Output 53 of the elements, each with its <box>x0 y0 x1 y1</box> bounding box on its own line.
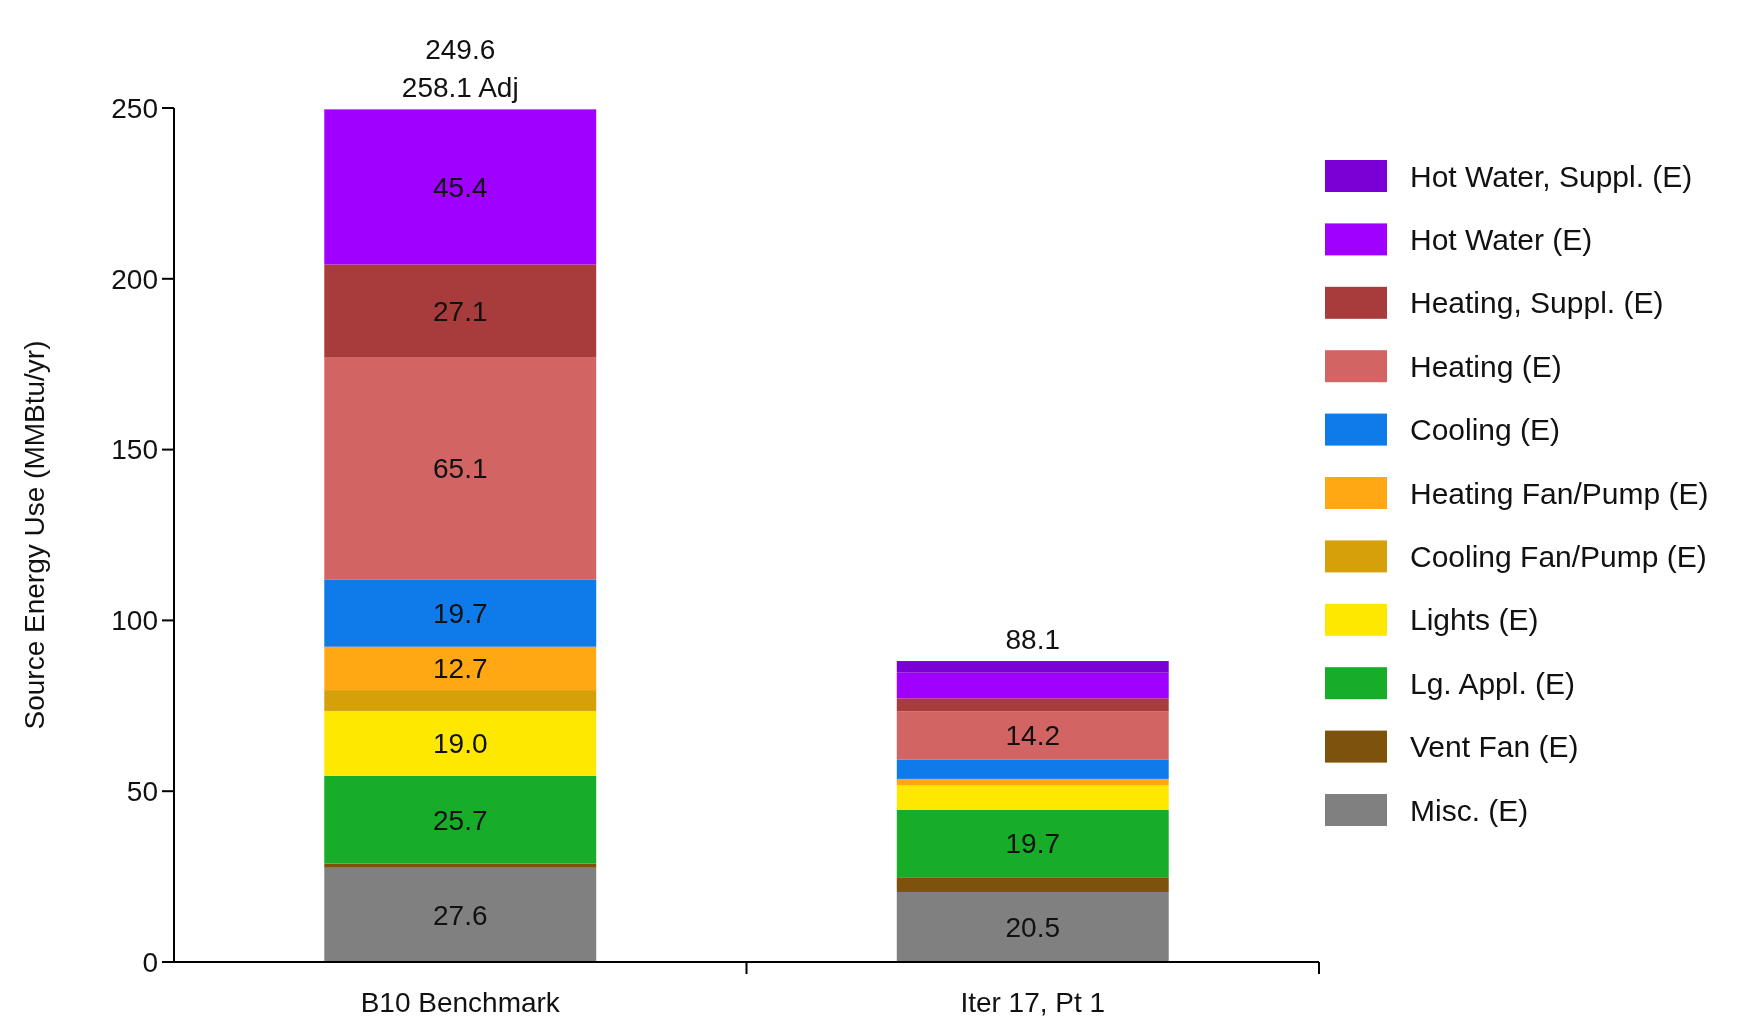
bar <box>324 710 597 776</box>
bar <box>324 579 597 647</box>
bar <box>324 867 597 962</box>
bar <box>896 661 1169 673</box>
bar <box>324 863 597 868</box>
data-label: 45.4 <box>433 171 488 203</box>
bar <box>896 711 1169 760</box>
legend-label: Hot Water, Suppl. (E) <box>1410 159 1693 193</box>
legend-label: Cooling Fan/Pump (E) <box>1410 539 1707 573</box>
y-axis-title: Source Energy Use (MMBtu/yr) <box>19 340 50 730</box>
data-label: 19.7 <box>433 597 488 629</box>
total-label: 249.6 258.1 Adj <box>401 34 519 104</box>
data-label: 20.5 <box>1005 911 1060 943</box>
data-label: 19.7 <box>1005 828 1060 860</box>
y-tick-label: 50 <box>126 776 158 807</box>
bar <box>896 778 1169 786</box>
legend-label: Lg. Appl. (E) <box>1410 666 1576 700</box>
bar <box>896 877 1169 892</box>
legend-label: Lights (E) <box>1410 603 1539 637</box>
bar <box>324 690 597 711</box>
legend-label: Hot Water (E) <box>1410 222 1593 256</box>
bar <box>324 357 597 580</box>
bar <box>324 775 597 864</box>
y-tick-label: 0 <box>142 946 158 978</box>
data-label: 19.0 <box>433 728 488 760</box>
data-label: 65.1 <box>433 453 488 485</box>
data-label: 27.6 <box>433 899 488 931</box>
x-tick-label: B10 Benchmark <box>360 987 561 1018</box>
y-tick-label: 250 <box>111 92 158 124</box>
bar <box>896 809 1169 878</box>
bar <box>896 891 1169 962</box>
bar <box>896 698 1169 712</box>
bar <box>896 759 1169 779</box>
x-tick-label: Iter 17, Pt 1 <box>960 987 1106 1018</box>
data-label: 14.2 <box>1005 720 1060 752</box>
legend-label: Heating Fan/Pump (E) <box>1410 476 1709 510</box>
bar <box>324 109 597 265</box>
legend-label: Heating (E) <box>1410 349 1562 383</box>
total-label: 88.1 <box>1005 624 1060 656</box>
bar <box>896 785 1169 810</box>
bar <box>324 646 597 691</box>
y-tick-label: 100 <box>111 605 158 637</box>
legend-label: Cooling (E) <box>1410 413 1561 447</box>
legend-label: Vent Fan (E) <box>1410 730 1579 764</box>
legend-label: Heating, Suppl. (E) <box>1410 286 1664 320</box>
y-tick-label: 200 <box>111 263 158 295</box>
legend-label: Misc. (E) <box>1410 793 1529 827</box>
data-label: 12.7 <box>433 653 488 685</box>
bar <box>324 264 597 358</box>
data-label: 25.7 <box>433 804 488 836</box>
y-tick-label: 150 <box>111 434 158 466</box>
bar <box>896 672 1169 699</box>
data-label: 27.1 <box>433 295 488 327</box>
